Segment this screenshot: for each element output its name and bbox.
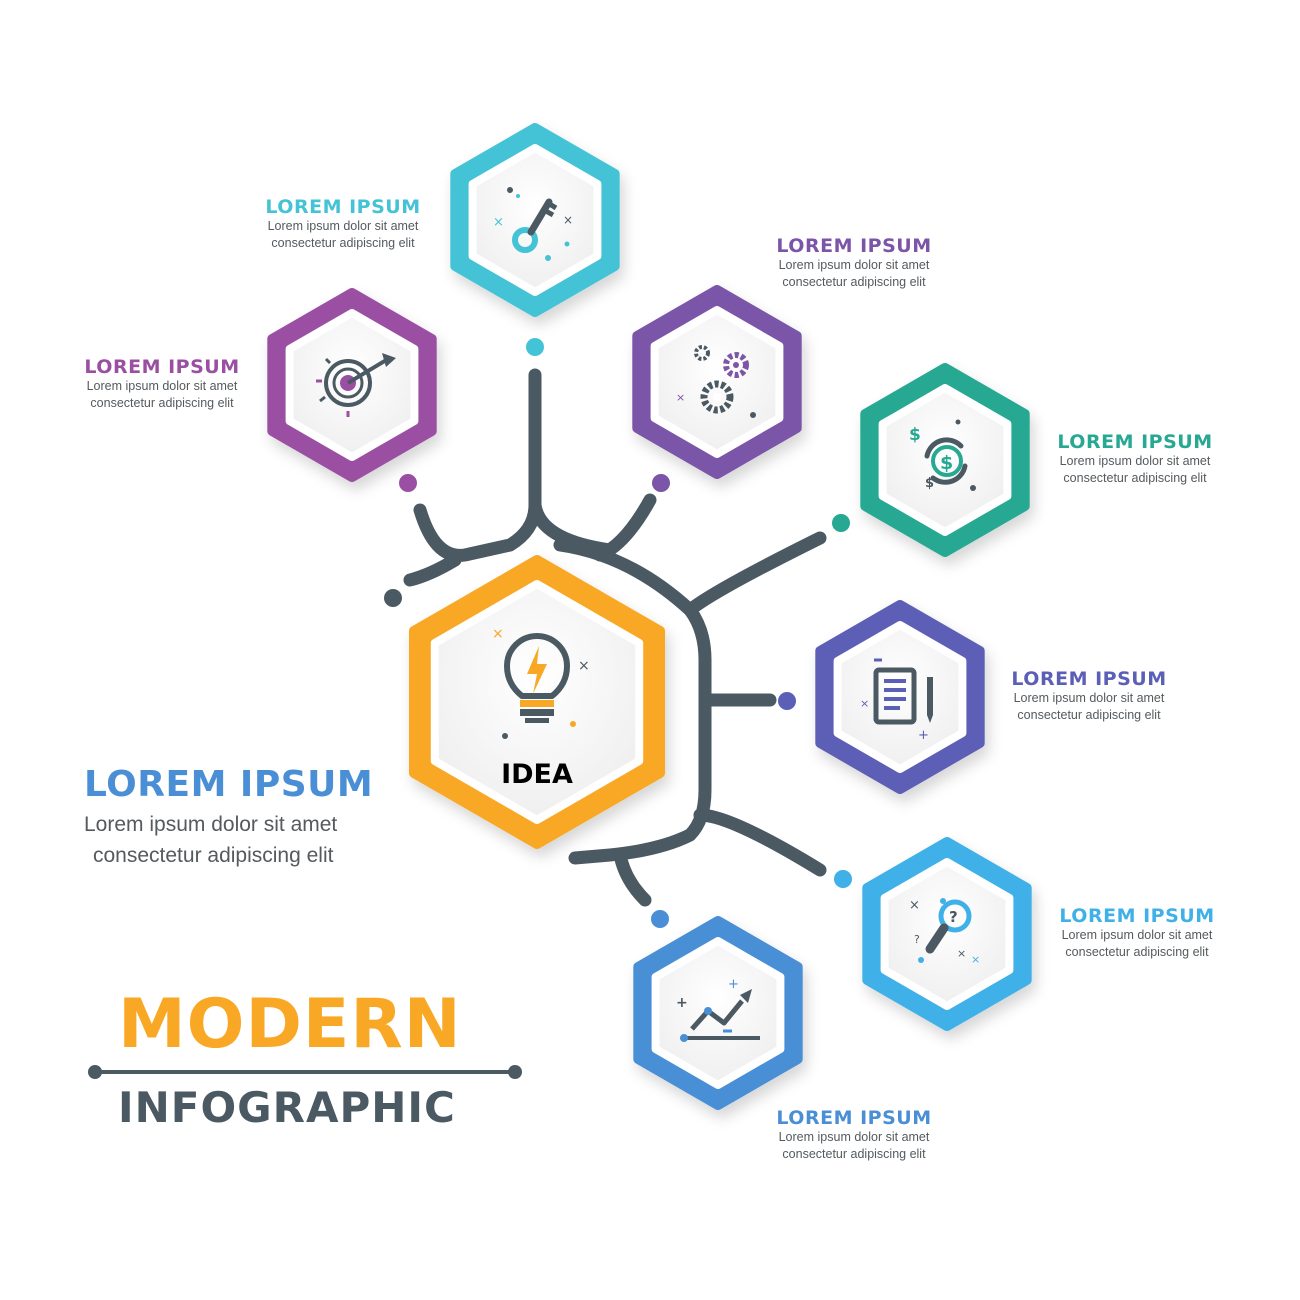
branch-money-arm: [683, 531, 827, 617]
svg-text:?: ?: [949, 908, 958, 926]
endpoint-dot-target: [399, 474, 417, 492]
branch-endpoints: [384, 338, 852, 928]
node-label-target: LOREM IPSUM Lorem ipsum dolor sit amet c…: [64, 356, 260, 412]
branch-main-arc: [553, 538, 712, 865]
endpoint-dot-document: [778, 692, 796, 710]
hexagon-money-face: [878, 384, 1012, 536]
branch-top-stem: [413, 368, 542, 562]
node-desc-line2: consectetur adipiscing elit: [90, 396, 234, 410]
node-label-money: LOREM IPSUM Lorem ipsum dolor sit amet c…: [1037, 431, 1233, 487]
svg-text:×: ×: [909, 898, 920, 913]
endpoint-dot-left: [384, 589, 402, 607]
svg-text:+: +: [728, 977, 739, 992]
endpoint-dot-chart: [651, 910, 669, 928]
node-label-search: LOREM IPSUM Lorem ipsum dolor sit amet c…: [1039, 905, 1235, 961]
hexagon-search-face: [880, 858, 1014, 1010]
svg-text:?: ?: [914, 933, 920, 946]
key-icon: × ×: [493, 187, 573, 261]
endpoint-dot-money: [832, 514, 850, 532]
svg-text:×: ×: [493, 215, 504, 230]
node-desc-line2: consectetur adipiscing elit: [271, 236, 415, 250]
node-desc-line1: Lorem ipsum dolor sit amet: [778, 258, 930, 272]
svg-text:$: $: [909, 425, 921, 445]
node-title: LOREM IPSUM: [1059, 905, 1215, 927]
node-desc-line1: Lorem ipsum dolor sit amet: [1013, 691, 1165, 705]
heading-divider: [88, 1065, 522, 1079]
node-desc-line1: Lorem ipsum dolor sit amet: [778, 1130, 930, 1144]
svg-text:×: ×: [563, 213, 573, 227]
svg-text:×: ×: [676, 391, 685, 404]
node-title: LOREM IPSUM: [1011, 668, 1167, 690]
magnifier-question-icon: ? × ? × ×: [909, 898, 980, 966]
node-desc-line1: Lorem ipsum dolor sit amet: [86, 379, 238, 393]
node-desc-line2: consectetur adipiscing elit: [782, 1147, 926, 1161]
svg-text:$: $: [925, 476, 934, 491]
document-pen-icon: × +: [860, 658, 933, 743]
node-title: LOREM IPSUM: [1057, 431, 1213, 453]
node-desc-line2: consectetur adipiscing elit: [1017, 708, 1161, 722]
branch-gears-arm: [593, 493, 657, 562]
heading-modern: MODERN: [118, 985, 462, 1064]
svg-text:$: $: [940, 452, 953, 474]
branch-chart-arm: [613, 848, 652, 907]
node-desc-line2: consectetur adipiscing elit: [1063, 471, 1207, 485]
lightbulb-icon: × ×: [492, 626, 590, 739]
svg-text:+: +: [676, 995, 688, 1011]
endpoint-dot-gears: [652, 474, 670, 492]
svg-text:×: ×: [971, 953, 980, 966]
hexagon-chart-face: [651, 937, 785, 1089]
branch-search-arm: [693, 808, 827, 877]
node-desc-line1: Lorem ipsum dolor sit amet: [1061, 928, 1213, 942]
svg-text:×: ×: [957, 947, 966, 960]
node-label-chart: LOREM IPSUM Lorem ipsum dolor sit amet c…: [756, 1107, 952, 1163]
node-desc-line2: consectetur adipiscing elit: [1065, 945, 1209, 959]
main-desc-line1: Lorem ipsum dolor sit amet: [84, 813, 338, 836]
main-title: LOREM IPSUM: [84, 764, 374, 805]
branch-network: [403, 368, 827, 907]
money-cycle-icon: $ $ $: [909, 419, 976, 491]
gears-icon: ×: [676, 345, 756, 418]
svg-text:+: +: [918, 728, 929, 743]
branch-far-left: [403, 553, 462, 587]
center-idea-label: IDEA: [501, 759, 573, 790]
node-title: LOREM IPSUM: [265, 196, 421, 218]
hexagon-layer: [267, 123, 1032, 1110]
node-title: LOREM IPSUM: [776, 235, 932, 257]
node-desc-line2: consectetur adipiscing elit: [782, 275, 926, 289]
svg-text:×: ×: [492, 626, 504, 642]
node-label-gears: LOREM IPSUM Lorem ipsum dolor sit amet c…: [756, 235, 952, 291]
hexagon-money: [860, 363, 1030, 557]
node-desc-line1: Lorem ipsum dolor sit amet: [267, 219, 419, 233]
node-title: LOREM IPSUM: [776, 1107, 932, 1129]
node-title: LOREM IPSUM: [84, 356, 240, 378]
node-label-document: LOREM IPSUM Lorem ipsum dolor sit amet c…: [991, 668, 1187, 724]
hexagon-chart: [633, 916, 803, 1110]
main-desc-line2: consectetur adipiscing elit: [93, 844, 334, 867]
main-description-block: LOREM IPSUM Lorem ipsum dolor sit amet c…: [84, 764, 373, 871]
hexagon-search: [862, 837, 1032, 1031]
node-desc-line1: Lorem ipsum dolor sit amet: [1059, 454, 1211, 468]
growth-chart-icon: + +: [676, 977, 760, 1042]
svg-text:×: ×: [578, 658, 590, 674]
svg-text:×: ×: [860, 697, 869, 710]
endpoint-dot-key: [526, 338, 544, 356]
node-label-key: LOREM IPSUM Lorem ipsum dolor sit amet c…: [245, 196, 441, 252]
heading-infographic: INFOGRAPHIC: [118, 1083, 456, 1132]
target-icon: [316, 353, 396, 417]
endpoint-dot-search: [834, 870, 852, 888]
